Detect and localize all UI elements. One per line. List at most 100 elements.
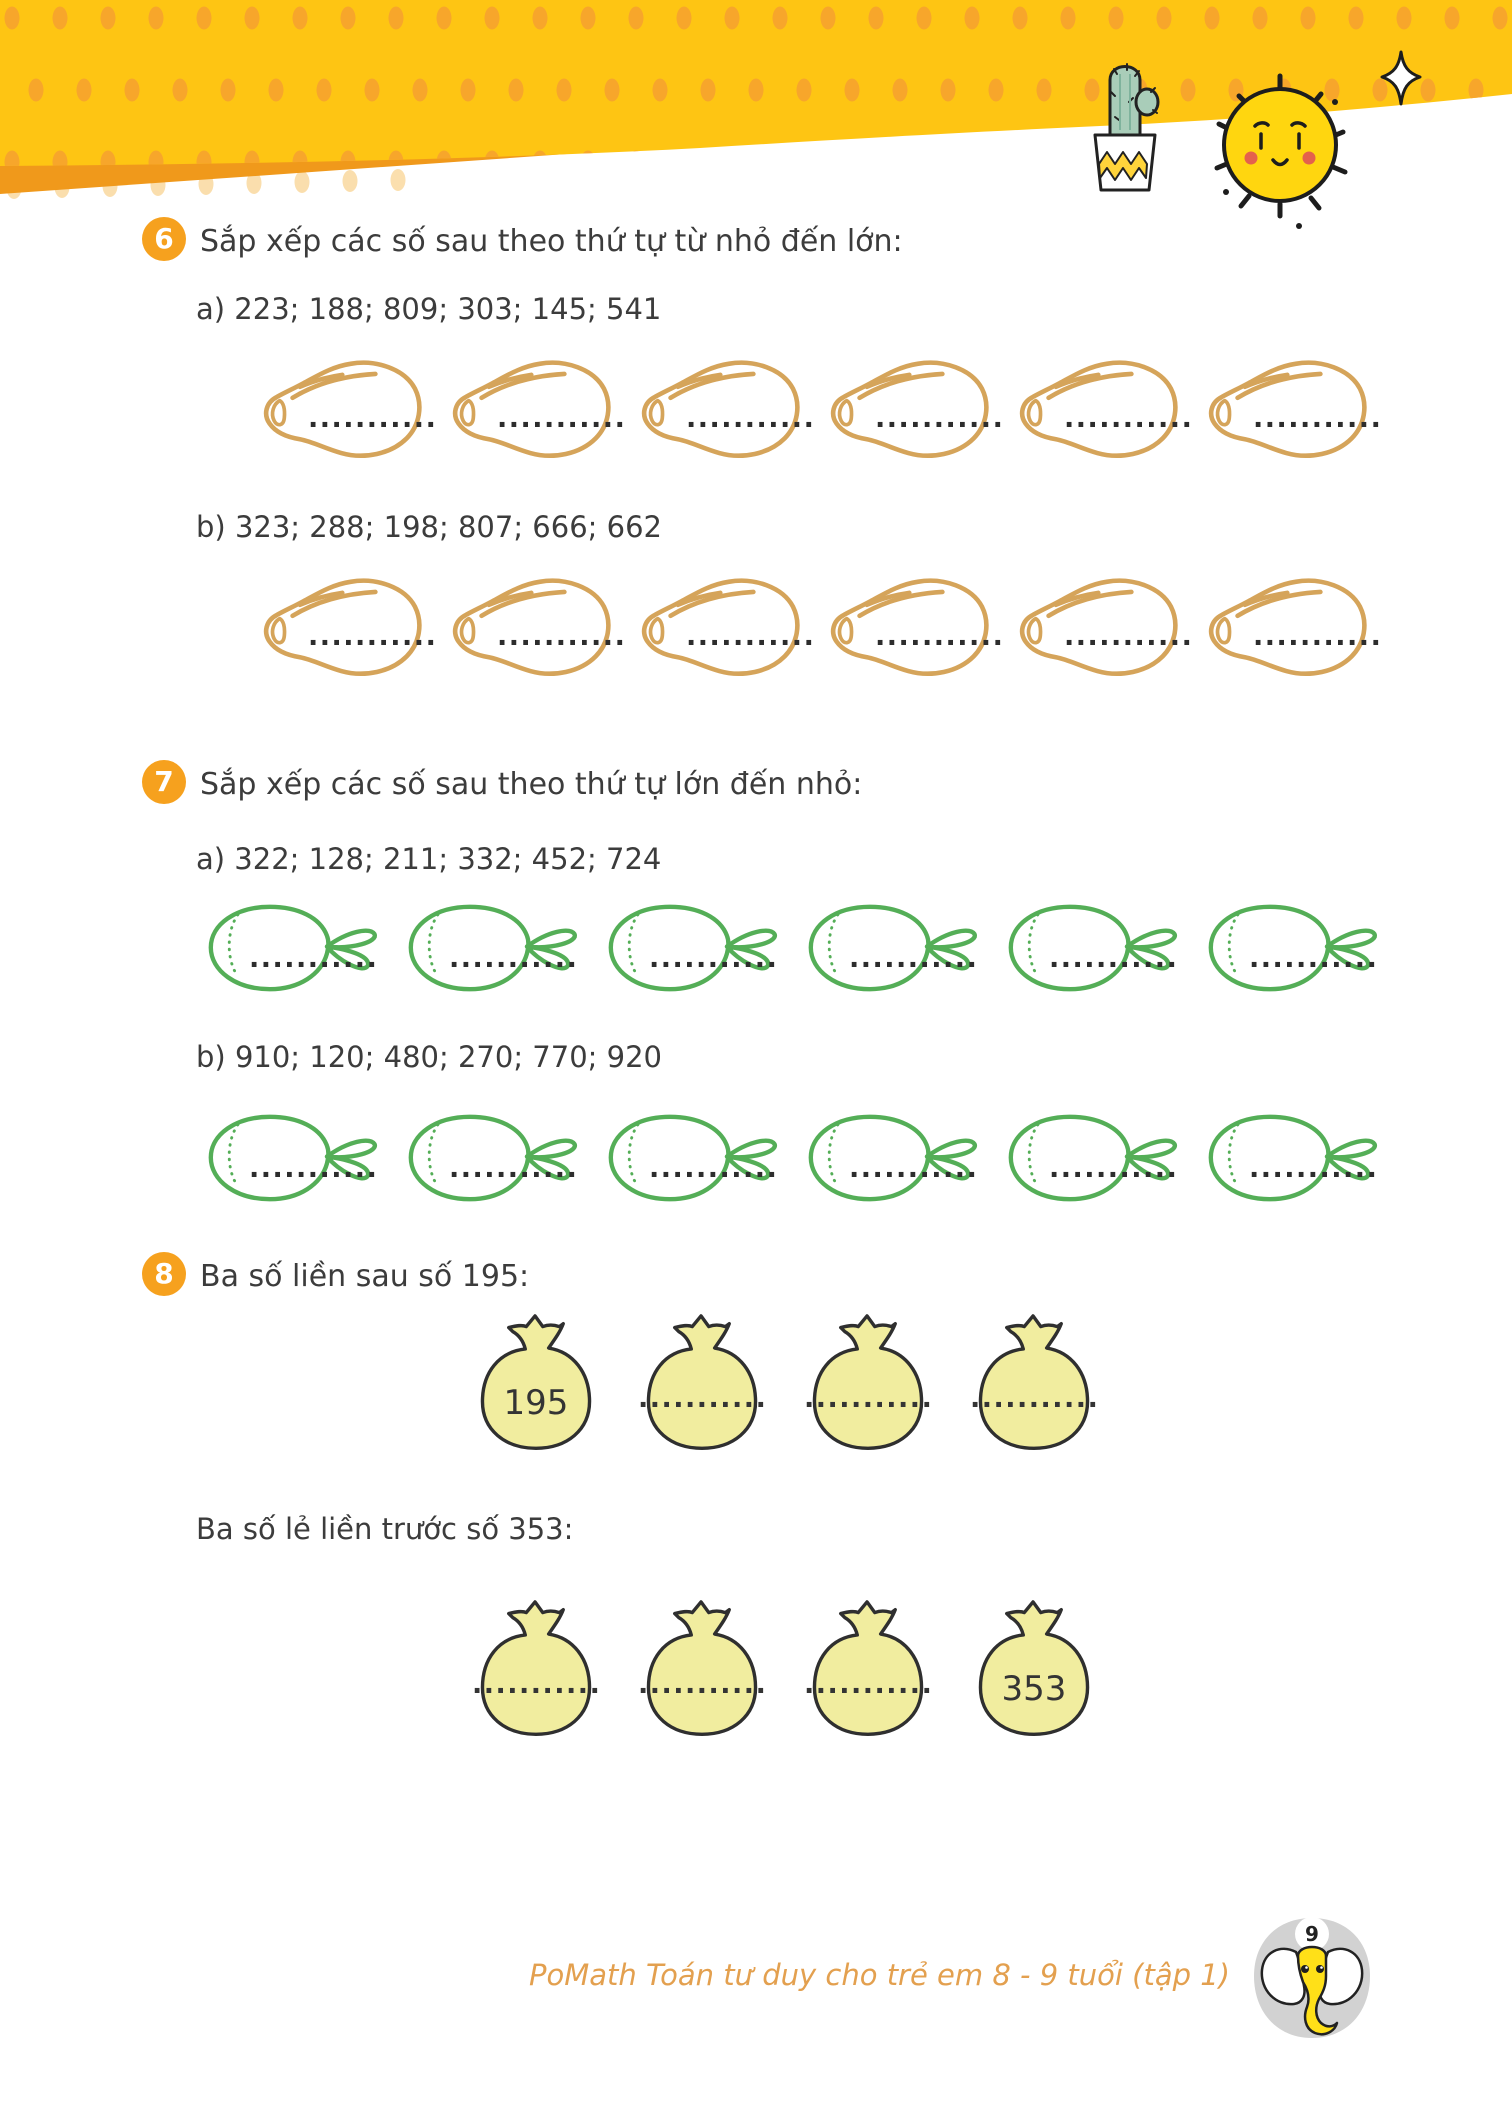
papaya-outline-icon: [441, 350, 616, 465]
pomegranate-answer-dots: ···········: [638, 1390, 768, 1421]
exercise-8-title: Ba số liền sau số 195:: [200, 1259, 530, 1294]
answer-dots: ···········: [849, 950, 979, 981]
answer-dots: ···········: [449, 950, 579, 981]
papaya-answer-slot: ···········: [819, 350, 1003, 465]
answer-dots: ···········: [849, 1160, 979, 1191]
page-number: 9: [1305, 1922, 1319, 1946]
pomegranate-answer-dots: ···········: [804, 1676, 934, 1707]
lemon-answer-slot: ···········: [405, 1112, 589, 1204]
answer-dots: ···········: [308, 628, 438, 659]
papaya-answer-slot: ···········: [441, 568, 625, 683]
exercise-6-badge: 6: [142, 217, 186, 261]
pomegranate-slot: 195: [472, 1312, 600, 1458]
answer-dots: ···········: [686, 410, 816, 441]
papaya-outline-icon: [252, 568, 427, 683]
papaya-outline-icon: [630, 568, 805, 683]
papaya-outline-icon: [1008, 568, 1183, 683]
exercise-6-number: 6: [154, 222, 174, 255]
exercise-6-title: Sắp xếp các số sau theo thứ tự từ nhỏ đế…: [200, 224, 903, 259]
pomegranate-slot: ···········: [638, 1312, 766, 1458]
papaya-outline-icon: [819, 350, 994, 465]
answer-dots: ···········: [1249, 950, 1379, 981]
papaya-outline-icon: [819, 568, 994, 683]
answer-dots: ···········: [1049, 1160, 1179, 1191]
exercise-8-row1: 195 ··········· ··········· ···········: [472, 1312, 1098, 1458]
papaya-outline-icon: [1197, 350, 1372, 465]
exercise-8-subtitle: Ba số lẻ liền trước số 353:: [196, 1512, 574, 1546]
cactus-icon: [1093, 63, 1160, 192]
exercise-6b-answer-row: ··········· ··········· ··········· ····…: [252, 568, 1381, 683]
answer-dots: ···········: [1064, 628, 1194, 659]
answer-dots: ···········: [1064, 410, 1194, 441]
lemon-answer-slot: ···········: [605, 1112, 789, 1204]
answer-dots: ···········: [497, 410, 627, 441]
pomegranate-slot: ···········: [638, 1598, 766, 1744]
papaya-answer-slot: ···········: [819, 568, 1003, 683]
papaya-answer-slot: ···········: [630, 568, 814, 683]
answer-dots: ···········: [449, 1160, 579, 1191]
exercise-7-badge: 7: [142, 760, 186, 804]
pomegranate-slot: ···········: [804, 1312, 932, 1458]
lemon-answer-slot: ···········: [1005, 1112, 1189, 1204]
exercise-7a-label: a) 322; 128; 211; 332; 452; 724: [196, 842, 662, 876]
sun-icon: [1214, 73, 1348, 229]
exercise-7a-answer-row: ··········· ··········· ··········· ····…: [205, 902, 1389, 994]
answer-dots: ···········: [649, 1160, 779, 1191]
sparkle-icon: [1380, 50, 1422, 106]
exercise-7b-label: b) 910; 120; 480; 270; 770; 920: [196, 1040, 662, 1074]
exercise-8-row2: ··········· ··········· ··········· 353: [472, 1598, 1098, 1744]
pomegranate-icon: [978, 1314, 1090, 1450]
exercise-7-number: 7: [154, 765, 174, 798]
papaya-outline-icon: [1008, 350, 1183, 465]
lemon-answer-slot: ···········: [1005, 902, 1189, 994]
pomegranate-answer-dots: ···········: [638, 1676, 768, 1707]
lemon-answer-slot: ···········: [205, 902, 389, 994]
answer-dots: ···········: [249, 950, 379, 981]
exercise-7-title: Sắp xếp các số sau theo thứ tự lớn đến n…: [200, 767, 863, 802]
lemon-answer-slot: ···········: [605, 902, 789, 994]
answer-dots: ···········: [875, 410, 1005, 441]
papaya-answer-slot: ···········: [252, 350, 436, 465]
answer-dots: ···········: [1253, 410, 1383, 441]
footer-book-title: PoMath Toán tư duy cho trẻ em 8 - 9 tuổi…: [529, 1958, 1230, 1992]
answer-dots: ···········: [875, 628, 1005, 659]
papaya-answer-slot: ···········: [1008, 568, 1192, 683]
lemon-answer-slot: ···········: [1205, 902, 1389, 994]
pomegranate-icon: [646, 1314, 758, 1450]
papaya-outline-icon: [441, 568, 616, 683]
papaya-answer-slot: ···········: [441, 350, 625, 465]
exercise-8-number: 8: [154, 1257, 174, 1290]
answer-dots: ···········: [308, 410, 438, 441]
lemon-answer-slot: ···········: [805, 902, 989, 994]
pomegranate-answer-dots: ···········: [472, 1676, 602, 1707]
pomegranate-slot: ···········: [804, 1598, 932, 1744]
elephant-logo-icon: 9: [1254, 1917, 1370, 2038]
papaya-outline-icon: [252, 350, 427, 465]
papaya-outline-icon: [1197, 568, 1372, 683]
exercise-6a-answer-row: ··········· ··········· ··········· ····…: [252, 350, 1381, 465]
papaya-outline-icon: [630, 350, 805, 465]
pomegranate-icon: [646, 1600, 758, 1736]
papaya-answer-slot: ···········: [1008, 350, 1192, 465]
exercise-7b-answer-row: ··········· ··········· ··········· ····…: [205, 1112, 1389, 1204]
papaya-answer-slot: ···········: [630, 350, 814, 465]
exercise-6a-label: a) 223; 188; 809; 303; 145; 541: [196, 292, 662, 326]
header-banner: [0, 0, 1512, 199]
pomegranate-value: 353: [1001, 1669, 1067, 1709]
pomegranate-icon: [480, 1600, 592, 1736]
pomegranate-slot: ···········: [970, 1312, 1098, 1458]
lemon-answer-slot: ···········: [205, 1112, 389, 1204]
papaya-answer-slot: ···········: [1197, 568, 1381, 683]
lemon-answer-slot: ···········: [805, 1112, 989, 1204]
pomegranate-answer-dots: ···········: [970, 1390, 1100, 1421]
exercise-6b-label: b) 323; 288; 198; 807; 666; 662: [196, 510, 662, 544]
papaya-answer-slot: ···········: [1197, 350, 1381, 465]
answer-dots: ···········: [1253, 628, 1383, 659]
pomegranate-slot: ···········: [472, 1598, 600, 1744]
answer-dots: ···········: [1049, 950, 1179, 981]
pomegranate-value: 195: [503, 1383, 569, 1423]
answer-dots: ···········: [249, 1160, 379, 1191]
answer-dots: ···········: [649, 950, 779, 981]
lemon-answer-slot: ···········: [1205, 1112, 1389, 1204]
